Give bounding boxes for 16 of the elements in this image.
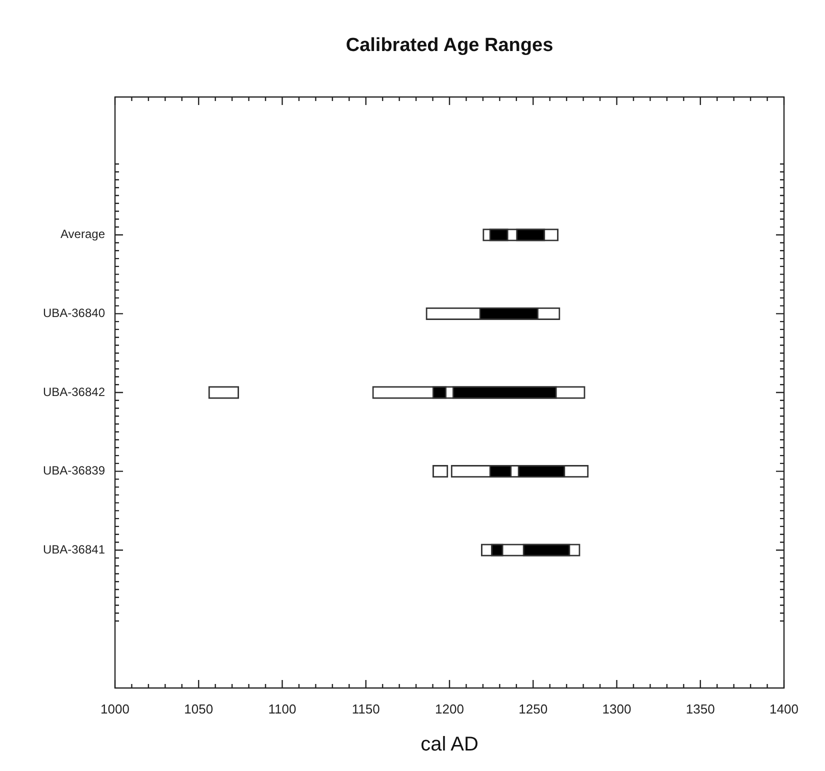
x-tick-label: 1100 xyxy=(268,701,296,716)
y-tick-label: UBA-36839 xyxy=(42,464,106,478)
x-tick-label: 1150 xyxy=(352,701,380,716)
y-tick-label: UBA-36841 xyxy=(42,542,106,556)
x-tick-label: 1050 xyxy=(184,701,214,716)
x-tick-label: 1000 xyxy=(100,701,130,716)
x-tick-label: 1250 xyxy=(518,701,548,716)
x-tick-label: 1200 xyxy=(435,701,464,716)
x-tick-label: 1350 xyxy=(686,701,715,716)
y-tick-label: UBA-36842 xyxy=(42,384,106,399)
chart-title: Calibrated Age Ranges xyxy=(346,35,554,56)
x-tick-label: 1300 xyxy=(602,701,632,716)
y-tick-label: Average xyxy=(60,227,106,242)
x-axis-title: cal AD xyxy=(420,734,478,756)
x-tick-label: 1400 xyxy=(770,701,798,716)
y-tick-label: UBA-36840 xyxy=(42,306,106,320)
